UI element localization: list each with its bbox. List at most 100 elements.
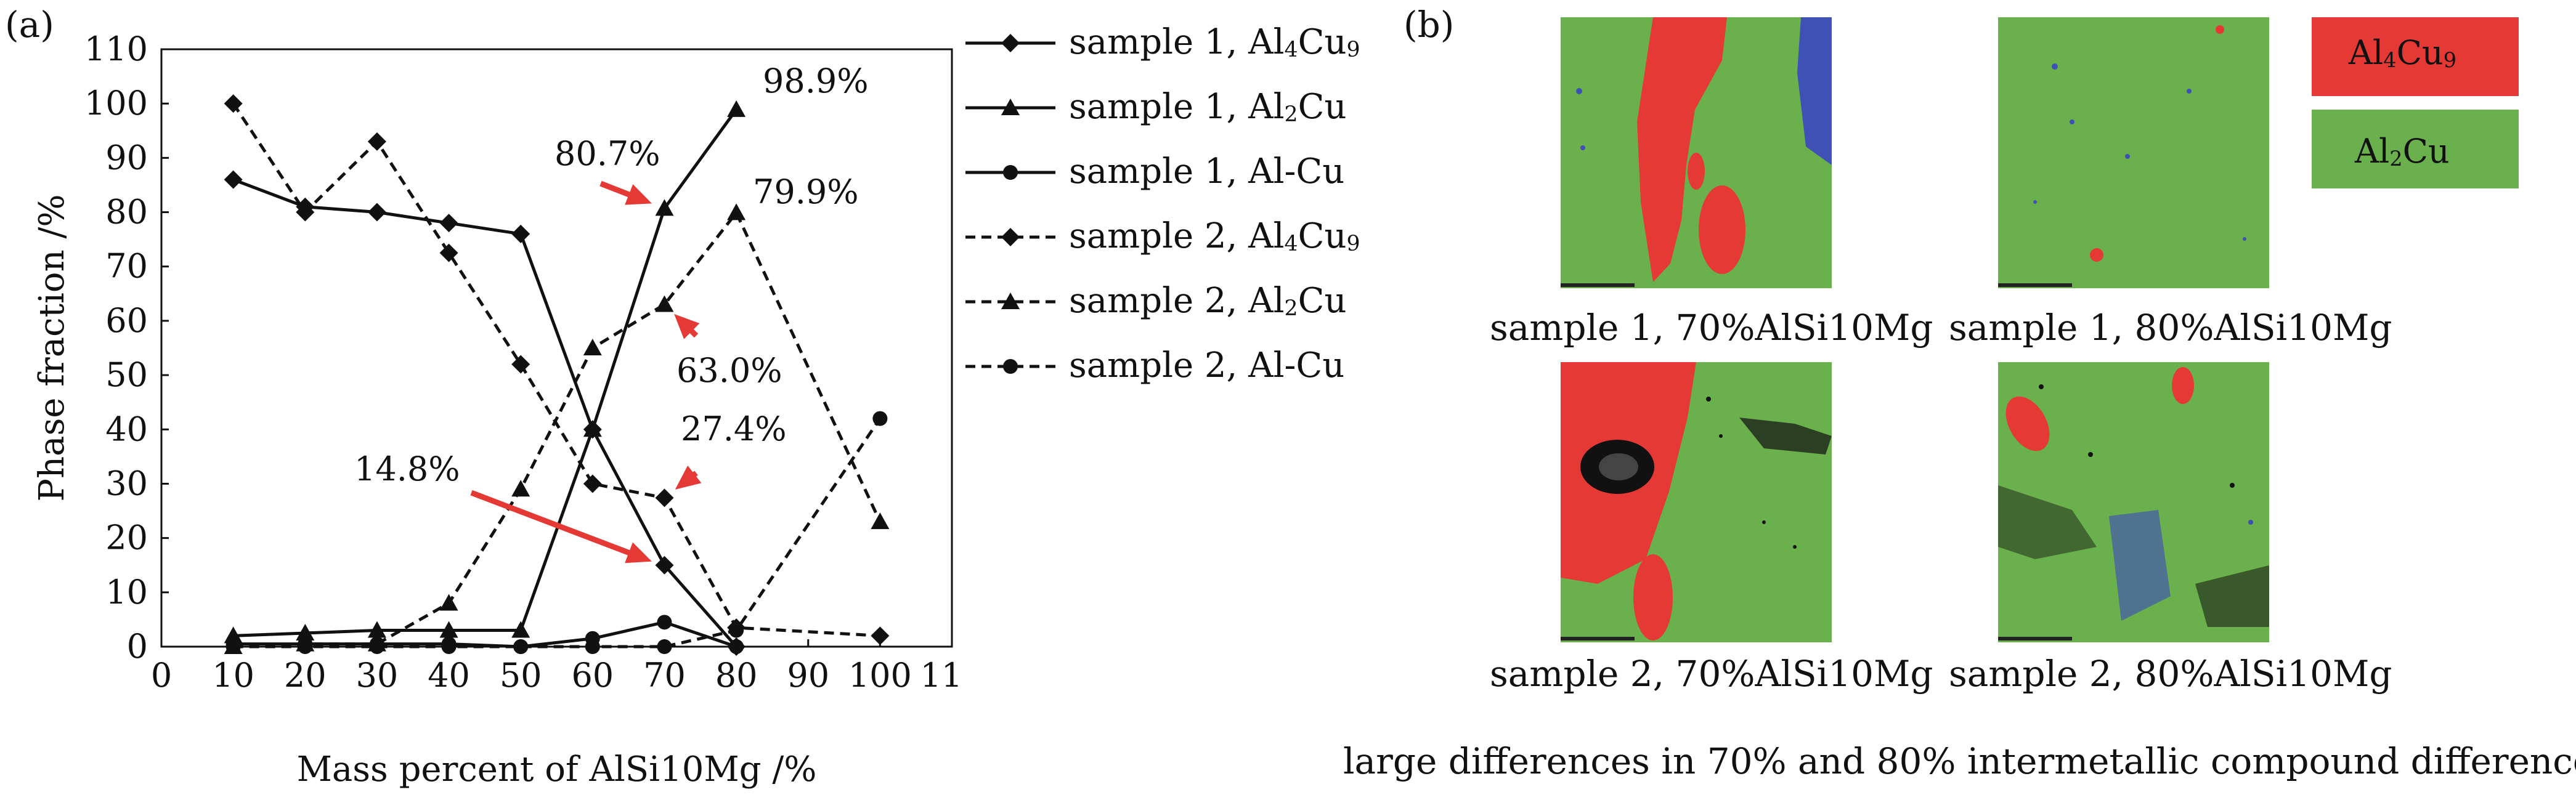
data-point <box>655 488 674 507</box>
y-tick-label: 10 <box>105 573 148 612</box>
legend-label: sample 2, Al4Cu9 <box>1069 216 1360 257</box>
phase-fraction-chart: 0102030405060708090100110010203040506070… <box>32 30 961 790</box>
data-point <box>583 474 602 493</box>
legend-item: sample 1, Al2Cu <box>961 83 1392 132</box>
x-tick-label: 110 <box>920 656 961 695</box>
data-point <box>296 623 315 640</box>
annotation-label: 79.9% <box>753 172 859 211</box>
data-point <box>439 594 458 611</box>
series-4 <box>224 94 890 645</box>
x-tick-label: 60 <box>571 656 614 695</box>
data-point <box>729 639 744 654</box>
data-point <box>511 621 530 638</box>
data-point <box>872 411 888 426</box>
data-point <box>513 639 529 654</box>
x-axis-title: Mass percent of AlSi10Mg /% <box>297 749 817 790</box>
data-point <box>439 243 458 262</box>
al2cu-swatch-label: Al2Cu <box>2355 132 2450 171</box>
data-point <box>655 556 674 575</box>
chart-legend: sample 1, Al4Cu9 sample 1, Al2Cu sample 1,… <box>961 18 1392 413</box>
map-caption-s2-70: sample 2, 70%AlSi10Mg <box>1490 653 1933 695</box>
data-point <box>511 480 530 497</box>
legend-swatch <box>965 99 1055 115</box>
x-tick-label: 50 <box>500 656 542 695</box>
data-point <box>729 623 744 638</box>
annotation-arrowhead <box>625 542 652 564</box>
y-tick-label: 70 <box>105 247 148 286</box>
annotation-arrowhead <box>625 184 652 205</box>
al4cu9-swatch: Al4Cu9 <box>2312 17 2519 96</box>
series-1 <box>224 170 746 656</box>
al2cu-swatch: Al2Cu <box>2312 110 2519 188</box>
x-tick-label: 30 <box>356 656 399 695</box>
y-tick-label: 30 <box>105 464 148 503</box>
phase-map-sample1-70 <box>1561 17 1832 288</box>
legend-item: sample 1, Al-Cu <box>961 148 1392 197</box>
data-point <box>441 639 457 654</box>
annotation-label: 80.7% <box>555 134 660 173</box>
y-tick-label: 90 <box>105 138 148 177</box>
data-point <box>298 639 313 654</box>
annotation-arrowhead <box>675 465 702 490</box>
map-caption-s1-80: sample 1, 80%AlSi10Mg <box>1949 307 2392 349</box>
al4cu9-swatch-label: Al4Cu9 <box>2349 33 2456 73</box>
data-point <box>871 512 890 530</box>
map-caption-s1-70: sample 1, 70%AlSi10Mg <box>1490 307 1933 349</box>
data-point <box>585 639 600 654</box>
data-point <box>367 203 386 222</box>
annotation-label: 98.9% <box>763 62 869 100</box>
annotation-label: 63.0% <box>677 351 782 390</box>
legend-item: sample 1, Al4Cu9 <box>961 18 1392 68</box>
map-caption-s2-80: sample 2, 80%AlSi10Mg <box>1949 653 2392 695</box>
y-tick-label: 20 <box>105 519 148 557</box>
data-point <box>224 94 243 113</box>
figure-footer-caption: large differences in 70% and 80% interme… <box>1343 740 2576 782</box>
data-point <box>655 295 674 312</box>
legend-label: sample 2, Al-Cu <box>1069 345 1345 386</box>
annotation-label: 27.4% <box>681 410 787 448</box>
legend-item: sample 2, Al4Cu9 <box>961 212 1392 262</box>
annotation-arrowhead <box>674 313 700 339</box>
legend-swatch <box>965 165 1055 180</box>
x-tick-label: 0 <box>151 656 172 695</box>
legend-item: sample 2, Al-Cu <box>961 342 1392 391</box>
data-point <box>727 100 746 117</box>
legend-label: sample 1, Al4Cu9 <box>1069 22 1360 63</box>
panel-b-label: (b) <box>1404 4 1455 46</box>
y-tick-label: 110 <box>84 30 148 68</box>
series-line <box>233 108 738 637</box>
y-axis-title: Phase fraction /% <box>32 194 72 501</box>
data-point <box>367 132 386 151</box>
series-line <box>232 102 880 637</box>
x-tick-label: 20 <box>284 656 327 695</box>
y-tick-label: 80 <box>105 193 148 232</box>
data-point <box>367 621 386 638</box>
data-point <box>439 621 458 638</box>
x-tick-label: 90 <box>787 656 829 695</box>
x-tick-label: 100 <box>848 656 912 695</box>
data-point <box>657 639 672 654</box>
annotation-arrow <box>470 490 638 559</box>
legend-swatch <box>965 34 1055 52</box>
legend-label: sample 1, Al-Cu <box>1069 152 1345 192</box>
legend-label: sample 1, Al2Cu <box>1069 87 1347 127</box>
data-point <box>655 199 674 216</box>
data-point <box>369 639 384 654</box>
panel-a-label: (a) <box>5 4 54 46</box>
phase-map-sample1-80 <box>1998 17 2269 288</box>
legend-label: sample 2, Al2Cu <box>1069 281 1347 321</box>
data-point <box>224 170 243 189</box>
data-point <box>511 224 530 243</box>
x-tick-label: 70 <box>643 656 686 695</box>
x-tick-label: 10 <box>212 656 254 695</box>
data-point <box>871 626 890 645</box>
series-5 <box>224 203 890 654</box>
data-point <box>296 203 315 222</box>
series-6 <box>226 411 888 654</box>
legend-item: sample 2, Al2Cu <box>961 277 1392 326</box>
data-point <box>439 214 458 233</box>
y-tick-label: 100 <box>84 84 148 123</box>
annotation-label: 14.8% <box>354 450 460 488</box>
data-point <box>583 420 602 437</box>
data-point <box>657 615 672 630</box>
